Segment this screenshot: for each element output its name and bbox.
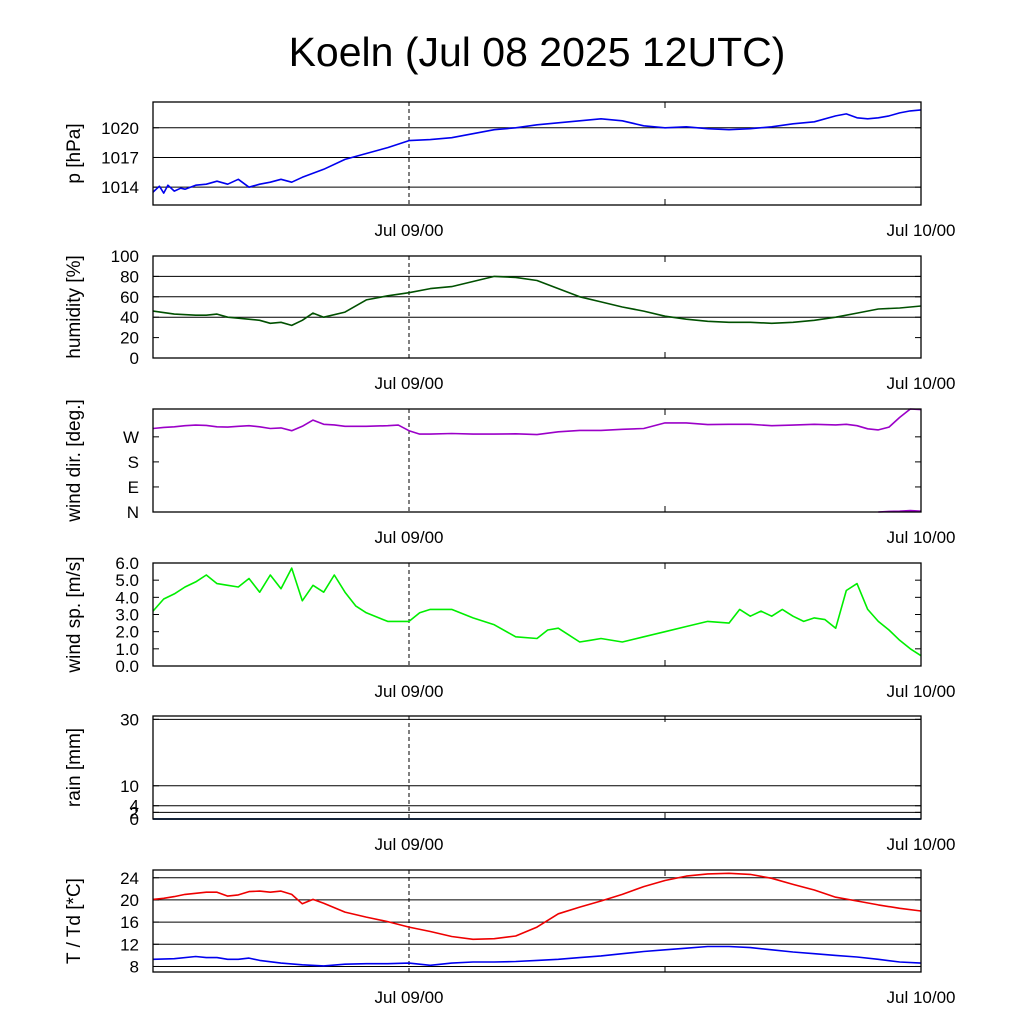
ytick-label: 30: [120, 710, 139, 729]
ytick-label: 1017: [101, 148, 139, 167]
ytick-label: 0: [130, 810, 139, 829]
series-line-humidity: [152, 275, 922, 327]
ytick-label: 12: [120, 935, 139, 954]
ytick-label: 0.0: [115, 657, 139, 676]
ytick-label: 8: [130, 957, 139, 976]
series-line-wind_speed: [152, 567, 922, 657]
ytick-label: 24: [120, 869, 139, 888]
ytick-label: 40: [120, 308, 139, 327]
series-line-temperature: [152, 945, 922, 967]
ytick-label: W: [123, 428, 139, 447]
panel-frame: [152, 869, 922, 973]
xtick-label: Jul 10/00: [887, 221, 956, 240]
ytick-label: 100: [111, 247, 139, 266]
ytick-label: 5.0: [115, 571, 139, 590]
panel-frame: [152, 255, 922, 359]
ytick-label: 6.0: [115, 554, 139, 573]
series-line-pressure: [152, 109, 922, 194]
xtick-label: Jul 09/00: [375, 988, 444, 1007]
ylabel: wind sp. [m/s]: [64, 556, 85, 673]
xtick-label: Jul 10/00: [887, 835, 956, 854]
ytick-label: 20: [120, 329, 139, 348]
xtick-label: Jul 09/00: [375, 528, 444, 547]
ylabel: rain [mm]: [64, 728, 85, 807]
ytick-label: S: [128, 453, 139, 472]
ytick-label: 60: [120, 288, 139, 307]
panel-temperature: 8 12 16 20 24 T / Td [*C] Jul 09/00 Jul 10/00: [64, 869, 956, 1007]
xtick-label: Jul 10/00: [887, 682, 956, 701]
ytick-label: 1014: [101, 178, 139, 197]
ylabel: humidity [%]: [64, 255, 85, 358]
ytick-label: 10: [120, 777, 139, 796]
xtick-label: Jul 10/00: [887, 528, 956, 547]
panel-frame: [152, 408, 922, 513]
ytick-label: E: [128, 478, 139, 497]
ytick-label: 80: [120, 267, 139, 286]
ylabel: p [hPa]: [64, 123, 85, 183]
panel-frame: [152, 101, 922, 206]
ytick-label: 1020: [101, 119, 139, 138]
xtick-label: Jul 09/00: [375, 682, 444, 701]
series-line-wind_direction: [152, 408, 922, 436]
chart-title: Koeln (Jul 08 2025 12UTC): [289, 29, 786, 75]
xtick-label: Jul 10/00: [887, 988, 956, 1007]
ytick-label: 2: [130, 803, 139, 822]
xtick-label: Jul 09/00: [375, 835, 444, 854]
ytick-label: 20: [120, 891, 139, 910]
ylabel: wind dir. [deg.]: [64, 399, 85, 523]
panel-wind_speed: 0.01.02.03.04.05.06.0 wind sp. [m/s] Jul 0…: [64, 554, 956, 701]
ytick-label: 1.0: [115, 640, 139, 659]
ytick-label: 16: [120, 913, 139, 932]
ytick-label: N: [127, 503, 139, 522]
ytick-label: 3.0: [115, 606, 139, 625]
panel-frame: [152, 562, 922, 667]
xtick-label: Jul 10/00: [887, 374, 956, 393]
xtick-label: Jul 09/00: [375, 374, 444, 393]
series-line-temperature: [152, 872, 922, 941]
ytick-label: 4: [130, 797, 139, 816]
ylabel: T / Td [*C]: [64, 878, 85, 964]
ytick-label: 2.0: [115, 623, 139, 642]
panel-pressure: 1014 1017 1020 p [hPa] Jul 09/00 Jul 10/00: [64, 101, 956, 240]
ytick-label: 4.0: [115, 588, 139, 607]
panel-frame: [152, 715, 922, 820]
ytick-label: 0: [130, 349, 139, 368]
xtick-label: Jul 09/00: [375, 221, 444, 240]
